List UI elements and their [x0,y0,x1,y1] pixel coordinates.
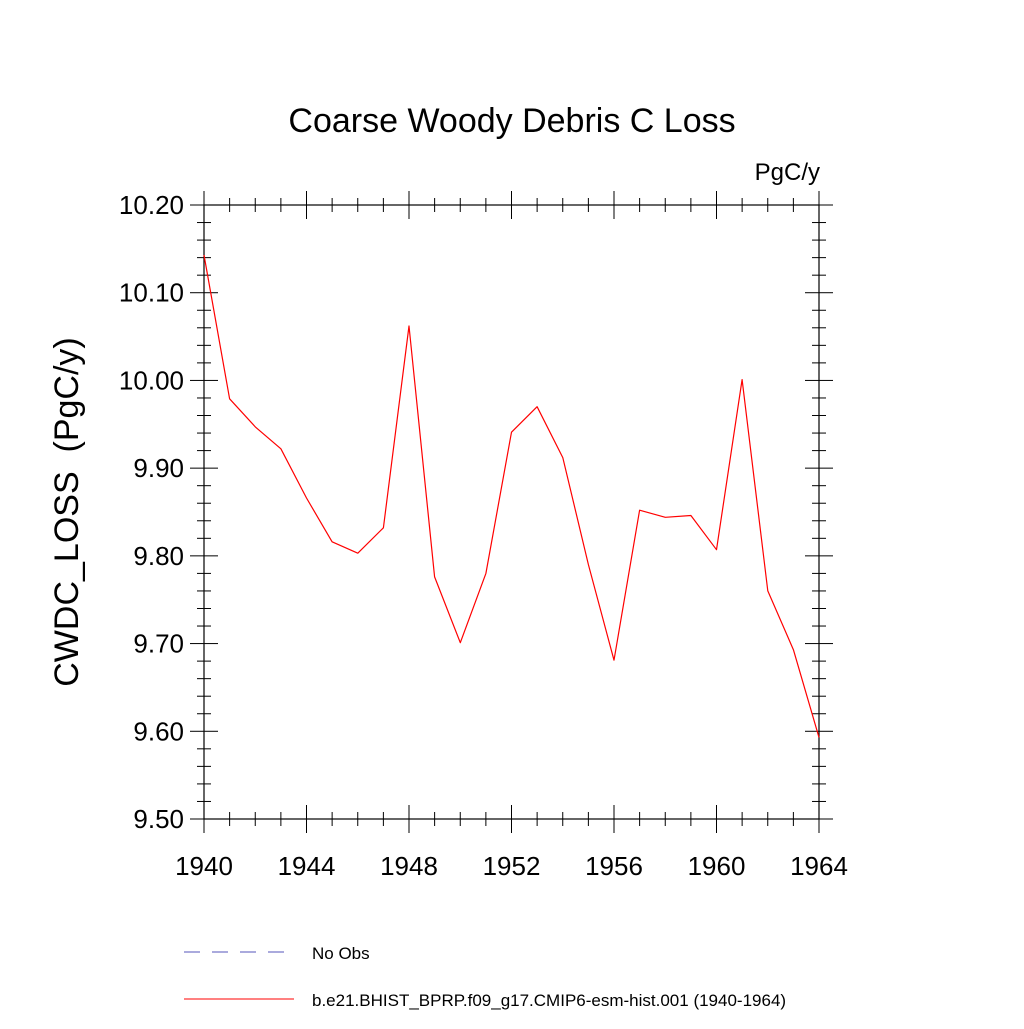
y-tick-label: 10.00 [119,365,184,395]
legend-label: No Obs [312,944,370,963]
y-tick-label: 9.60 [133,716,184,746]
series-line [203,254,820,738]
x-tick-label: 1940 [175,851,233,881]
y-tick-label: 10.20 [119,190,184,220]
y-tick-label: 9.90 [133,453,184,483]
axes: 1940 1944 1948 1952 1956 1960 1964 10.20 10.10 10… [119,190,848,881]
x-tick-label: 1960 [688,851,746,881]
chart-title: Coarse Woody Debris C Loss [288,102,735,140]
plot-frame [203,204,820,820]
x-tick-label: 1952 [483,851,541,881]
x-tick-label: 1956 [585,851,643,881]
units-label: PgC/y [755,159,820,186]
x-tick-label: 1944 [278,851,336,881]
x-tick-label: 1948 [380,851,438,881]
y-tick-label: 9.70 [133,629,184,659]
legend: No Obs b.e21.BHIST_BPRP.f09_g17.CMIP6-esm… [184,944,786,1010]
x-tick-label: 1964 [790,851,848,881]
y-axis-label: CWDC_LOSS (PgC/y) [48,337,86,687]
y-tick-label: 10.10 [119,278,184,308]
legend-label: b.e21.BHIST_BPRP.f09_g17.CMIP6-esm-hist.… [312,991,786,1010]
y-tick-label: 9.80 [133,541,184,571]
series-group [203,254,820,738]
y-tick-label: 9.50 [133,804,184,834]
